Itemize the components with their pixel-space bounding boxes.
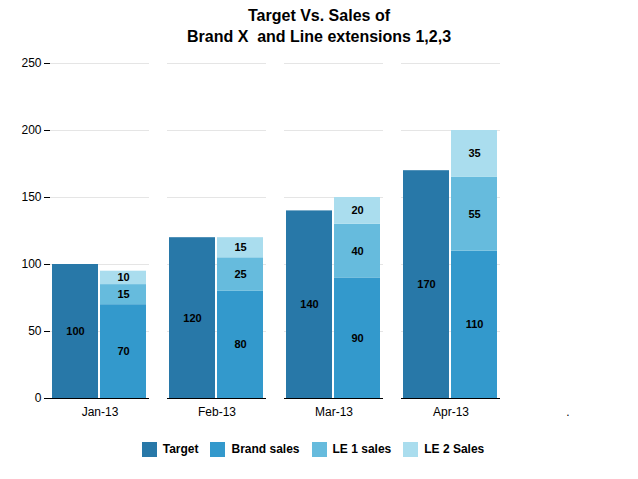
svg-text:15: 15 xyxy=(117,288,129,300)
svg-text:100: 100 xyxy=(21,257,41,271)
svg-text:50: 50 xyxy=(28,324,42,338)
svg-text:70: 70 xyxy=(117,345,129,357)
svg-text:90: 90 xyxy=(351,331,363,343)
svg-text:150: 150 xyxy=(21,190,41,204)
svg-text:100: 100 xyxy=(66,325,84,337)
html-text:Target: Target xyxy=(162,442,199,457)
svg-text:40: 40 xyxy=(351,244,363,256)
svg-text:Mar-13: Mar-13 xyxy=(315,405,353,419)
svg-text:20: 20 xyxy=(351,204,363,216)
svg-text:10: 10 xyxy=(117,271,129,283)
svg-text:120: 120 xyxy=(183,311,201,323)
html-text:LE 1 sales: LE 1 sales xyxy=(332,442,392,457)
svg-text:140: 140 xyxy=(300,298,318,310)
svg-text:15: 15 xyxy=(234,241,246,253)
svg-text:200: 200 xyxy=(21,123,41,137)
svg-text:Apr-13: Apr-13 xyxy=(433,405,469,419)
html-text:LE 2 Sales: LE 2 Sales xyxy=(424,442,485,457)
html-text:Target Vs. Sales of Brand X an: Target Vs. Sales of Brand X and Line ext… xyxy=(187,7,451,45)
svg-text:25: 25 xyxy=(234,268,246,280)
svg-text:35: 35 xyxy=(468,147,480,159)
svg-text:170: 170 xyxy=(417,278,435,290)
svg-text:55: 55 xyxy=(468,207,480,219)
svg-text:0: 0 xyxy=(35,391,42,405)
svg-text:110: 110 xyxy=(466,318,484,330)
svg-text:Feb-13: Feb-13 xyxy=(198,405,236,419)
html-text:Brand sales: Brand sales xyxy=(231,442,300,457)
svg-text:80: 80 xyxy=(234,338,246,350)
svg-text:.: . xyxy=(566,405,569,419)
svg-text:250: 250 xyxy=(21,56,41,70)
svg-text:Jan-13: Jan-13 xyxy=(82,405,119,419)
